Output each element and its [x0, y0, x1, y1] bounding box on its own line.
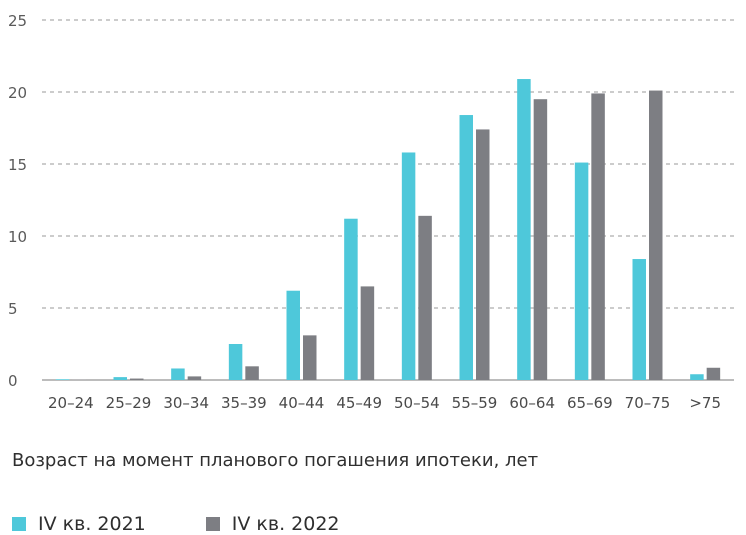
x-tick-label: 45–49	[336, 394, 382, 412]
legend-label-2022: IV кв. 2022	[232, 513, 340, 535]
bar-2021-8	[517, 79, 531, 380]
legend-swatch-2022	[206, 517, 220, 531]
bar-2021-0	[56, 379, 69, 380]
chart-svg: 0 5 10 15 20 25 20–24 25–29 30–34 35–39 40–44 45–49…	[0, 0, 746, 440]
bar-2022-8	[534, 99, 548, 380]
y-tick-label: 5	[8, 300, 18, 318]
x-tick-label: 40–44	[279, 394, 325, 412]
y-tick-label: 25	[8, 12, 27, 30]
bar-2022-3	[245, 366, 258, 380]
bar-2022-2	[188, 376, 202, 380]
bar-2021-7	[460, 115, 474, 380]
x-axis-title: Возраст на момент планового погашения ип…	[12, 450, 538, 471]
bar-2022-1	[130, 379, 144, 380]
x-tick-label: >75	[689, 394, 721, 412]
bar-2021-10	[633, 259, 647, 380]
bar-2021-5	[344, 219, 358, 380]
bar-2021-2	[171, 368, 185, 380]
x-tick-label: 50–54	[394, 394, 440, 412]
bar-2021-9	[575, 163, 589, 380]
legend-swatch-2021	[12, 517, 26, 531]
x-tick-label: 55–59	[452, 394, 498, 412]
x-tick-label: 70–75	[625, 394, 671, 412]
bar-2022-4	[303, 335, 317, 380]
bar-2021-4	[287, 291, 301, 380]
x-tick-label: 65–69	[567, 394, 613, 412]
y-tick-label: 0	[8, 372, 18, 390]
bar-2022-5	[361, 286, 375, 380]
legend-item-2021: IV кв. 2021	[12, 513, 146, 535]
x-tick-label: 20–24	[48, 394, 94, 412]
bar-2022-6	[418, 216, 432, 380]
y-tick-label: 10	[8, 228, 27, 246]
x-tick-label: 60–64	[509, 394, 555, 412]
bar-2022-10	[649, 91, 663, 380]
bar-2021-3	[229, 344, 243, 380]
y-tick-label: 15	[8, 156, 27, 174]
legend-item-2022: IV кв. 2022	[206, 513, 340, 535]
bar-2022-7	[476, 129, 490, 380]
x-tick-label: 30–34	[163, 394, 209, 412]
bar-2021-6	[402, 152, 416, 380]
bar-2021-11	[690, 374, 704, 380]
y-tick-label: 20	[8, 84, 27, 102]
legend-label-2021: IV кв. 2021	[38, 513, 146, 535]
bar-2021-1	[114, 377, 128, 380]
bar-2022-11	[707, 368, 721, 380]
legend: IV кв. 2021 IV кв. 2022	[12, 513, 400, 535]
bar-2022-9	[591, 93, 605, 380]
x-tick-label: 35–39	[221, 394, 267, 412]
x-tick-label: 25–29	[106, 394, 152, 412]
